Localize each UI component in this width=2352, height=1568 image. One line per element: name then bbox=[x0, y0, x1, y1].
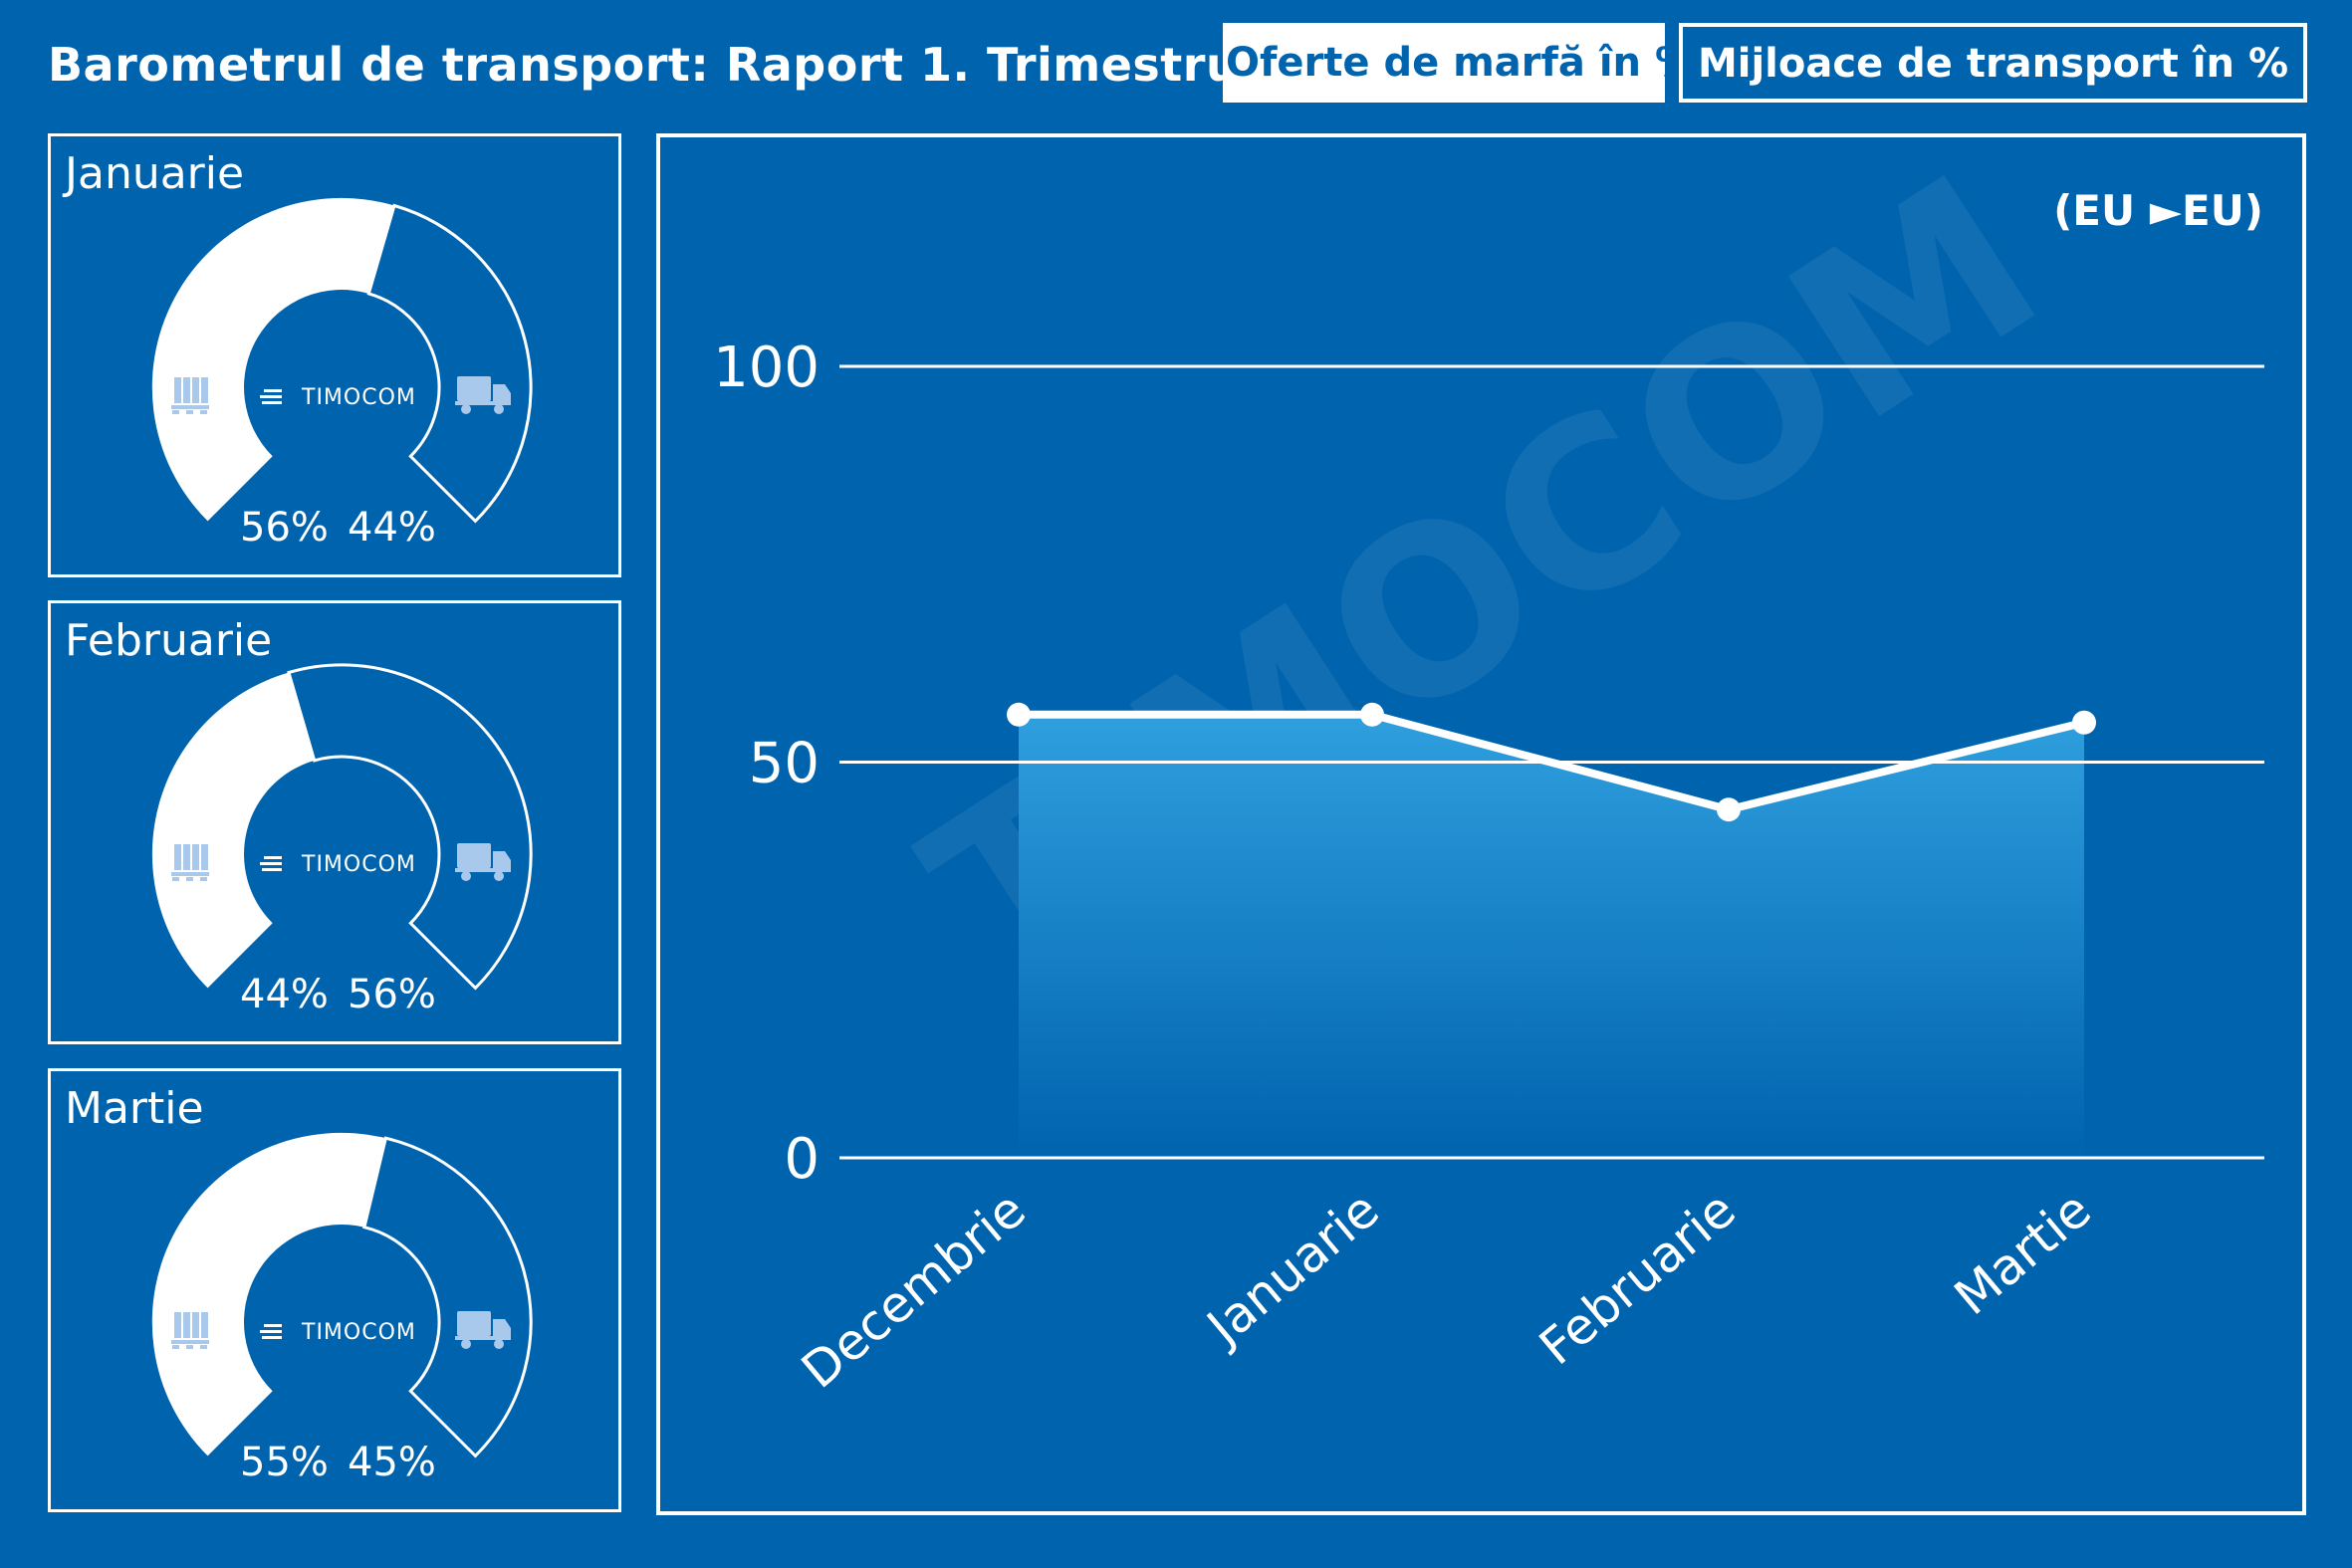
gauge-chart: TIMOCOM bbox=[151, 197, 533, 524]
gauge-panel-martie: TIMOCOM Martie 55% 45% bbox=[48, 1068, 621, 1512]
freight-percentage: 56% bbox=[240, 505, 329, 551]
series-line bbox=[1019, 710, 2085, 814]
trucks-percentage: 56% bbox=[348, 972, 436, 1017]
gauge-chart: TIMOCOM bbox=[151, 1132, 533, 1458]
y-tick-label: 50 bbox=[749, 732, 820, 796]
trucks-percentage: 44% bbox=[348, 505, 436, 551]
y-tick-label: 100 bbox=[713, 336, 820, 400]
y-tick-label: 0 bbox=[784, 1127, 820, 1192]
trucks-share-arc bbox=[366, 203, 533, 524]
timocom-logo-icon bbox=[260, 856, 282, 871]
timocom-logo-text: TIMOCOM bbox=[301, 385, 416, 410]
region-label: (EU ►EU) bbox=[2053, 186, 2263, 235]
freight-percentage: 44% bbox=[240, 972, 329, 1017]
data-point bbox=[2072, 710, 2096, 735]
timocom-logo-icon bbox=[260, 389, 282, 404]
series-area-fill bbox=[1019, 714, 2084, 1158]
timocom-logo-icon bbox=[260, 1324, 282, 1339]
gauge-panel-februarie: TIMOCOM Februarie 44% 56% bbox=[48, 600, 621, 1044]
truck-icon bbox=[455, 376, 511, 414]
truck-icon bbox=[455, 1311, 511, 1349]
gauge-month-title: Januarie bbox=[65, 148, 245, 199]
timocom-logo-text: TIMOCOM bbox=[301, 1320, 416, 1345]
freight-offers-legend-button[interactable]: Oferte de marfă în % bbox=[1223, 23, 1695, 103]
freight-share-arc bbox=[151, 197, 394, 522]
trucks-share-arc bbox=[287, 663, 533, 991]
gauge-month-title: Martie bbox=[65, 1083, 204, 1134]
x-tick-label: Decembrie bbox=[791, 1181, 1037, 1400]
freight-share-arc bbox=[151, 1132, 386, 1456]
gauge-panel-januarie: TIMOCOM Januarie 56% 44% bbox=[48, 133, 621, 577]
x-tick-label: Februarie bbox=[1529, 1181, 1747, 1377]
trend-chart-panel: (EU ►EU) TIMOCOM 0 50 100 Decembrie Januarie Fe… bbox=[656, 133, 2306, 1515]
gauge-month-title: Februarie bbox=[65, 615, 273, 666]
data-point bbox=[1360, 702, 1384, 727]
trucks-share-arc bbox=[362, 1136, 533, 1458]
pallet-icon bbox=[171, 377, 209, 414]
gauge-chart: TIMOCOM bbox=[151, 663, 533, 991]
pallet-icon bbox=[171, 844, 209, 881]
x-tick-label: Januarie bbox=[1194, 1181, 1389, 1358]
trucks-percentage: 45% bbox=[348, 1440, 436, 1485]
x-tick-label: Martie bbox=[1944, 1181, 2102, 1326]
data-point bbox=[1717, 797, 1741, 822]
freight-percentage: 55% bbox=[240, 1440, 329, 1485]
timocom-logo-text: TIMOCOM bbox=[301, 852, 416, 877]
pallet-icon bbox=[171, 1312, 209, 1349]
freight-share-arc bbox=[151, 672, 315, 989]
transport-vehicles-legend-button[interactable]: Mijloace de transport în % bbox=[1679, 23, 2307, 103]
page-title: Barometrul de transport: Raport 1. Trime… bbox=[48, 38, 1385, 92]
data-point bbox=[1007, 702, 1031, 727]
truck-icon bbox=[455, 843, 511, 881]
